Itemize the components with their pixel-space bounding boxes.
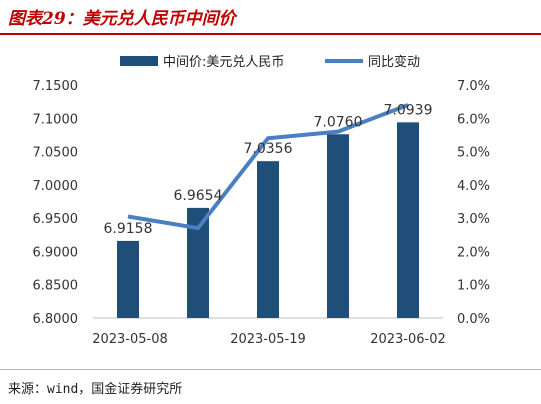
left-axis-tick-label: 7.1500 [33, 79, 79, 94]
bar [397, 122, 419, 318]
bar [327, 134, 349, 318]
right-axis-tick-label: 0.0% [457, 312, 490, 327]
right-axis-tick-label: 3.0% [457, 212, 490, 227]
source-note: 来源：wind，国金证券研究所 [8, 382, 183, 397]
right-axis-tick-label: 4.0% [457, 179, 490, 194]
bar [187, 207, 209, 318]
right-axis-tick-label: 7.0% [457, 79, 490, 94]
bar-data-label: 7.0760 [314, 114, 363, 130]
right-axis-tick-label: 1.0% [457, 279, 490, 294]
bar-data-label: 6.9654 [174, 188, 223, 204]
x-axis-tick-label: 2023-06-02 [370, 332, 446, 347]
left-axis-tick-label: 7.1000 [33, 112, 79, 127]
bar [257, 161, 279, 318]
chart-title: 图表29：美元兑人民币中间价 [8, 9, 236, 29]
right-axis-tick-label: 6.0% [457, 112, 490, 127]
right-axis-tick-label: 5.0% [457, 146, 490, 161]
yoy-line [127, 103, 409, 231]
bar-data-label: 7.0939 [384, 102, 433, 118]
legend-bar-label: 中间价:美元兑人民币 [163, 55, 284, 70]
bar-data-label: 6.9158 [104, 221, 153, 237]
chart-svg: 中间价:美元兑人民币 同比变动 6.8000 6.8500 6.9000 6.9500 7.… [33, 54, 491, 347]
left-axis-tick-label: 6.9000 [33, 245, 79, 260]
left-axis-tick-label: 7.0000 [33, 179, 79, 194]
left-axis-tick-label: 6.9500 [33, 212, 79, 227]
right-axis-tick-label: 2.0% [457, 245, 490, 260]
left-axis-tick-label: 6.8500 [33, 279, 79, 294]
x-axis-tick-label: 2023-05-08 [92, 332, 168, 347]
left-axis-tick-label: 6.8000 [33, 312, 79, 327]
x-axis-tick-label: 2023-05-19 [230, 332, 306, 347]
legend-line-label: 同比变动 [368, 54, 420, 70]
bar-data-label: 7.0356 [244, 141, 293, 157]
legend-bar-swatch [120, 56, 158, 66]
footer-divider [0, 369, 541, 370]
bar [117, 240, 139, 318]
left-axis-tick-label: 7.0500 [33, 146, 79, 161]
title-divider [0, 33, 541, 35]
